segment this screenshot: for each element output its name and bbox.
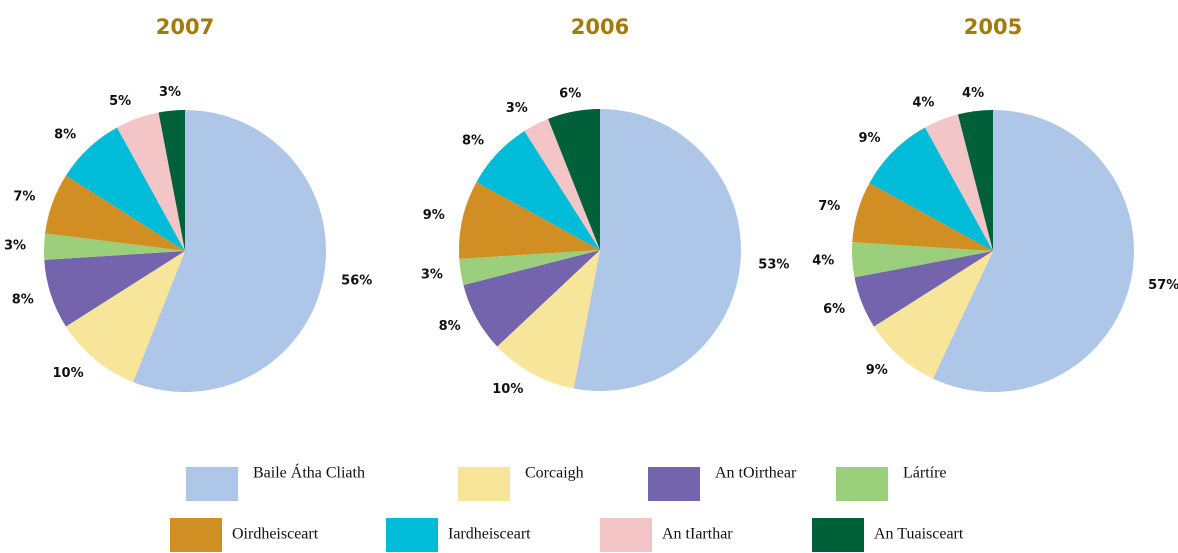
slice-label: 4% [812,253,834,268]
pie-slice [476,130,600,250]
pie-slice [854,251,993,327]
slice-label: 57% [1148,278,1178,293]
slice-label: 4% [962,86,984,101]
legend-swatch [648,467,700,501]
pie-slice [548,109,600,250]
pie-slice [459,250,600,286]
pie-slice [873,251,993,379]
legend-swatch [170,518,222,552]
slice-label: 8% [439,319,461,334]
pie-slice [851,242,993,278]
slice-label: 9% [866,363,888,378]
chart-title: 2005 [964,15,1022,39]
legend-swatch [386,518,438,552]
legend-swatch [600,518,652,552]
slice-label: 7% [818,199,840,214]
slice-label: 5% [109,94,131,109]
pie-slice [117,112,185,251]
legend-swatch [458,467,510,501]
legend-swatch [186,467,238,501]
pie-slice [133,110,326,393]
legend-label: An tOirthear [715,465,797,482]
pie-slice [459,182,600,259]
pie-slice [497,250,600,389]
pie-slice [158,110,185,251]
chart-title: 2006 [571,15,629,39]
legend-label: An tIarthar [662,526,733,543]
slice-label: 3% [421,267,443,282]
pie-slice [925,114,993,251]
pie-slice [45,175,185,251]
pie-slice [932,110,1134,392]
pie-slice [65,127,185,251]
slice-label: 9% [423,208,445,223]
pie-slice [44,233,186,260]
slice-label: 8% [462,134,484,149]
legend-label: Oirdheisceart [232,526,319,543]
legend-label: Baile Átha Cliath [253,463,365,482]
legend-label: An Tuaisceart [874,526,964,543]
slice-label: 53% [758,257,789,272]
slice-label: 10% [492,382,523,397]
slice-label: 9% [858,131,880,146]
slice-label: 8% [12,293,34,308]
legend-label: Corcaigh [525,465,584,482]
slice-label: 6% [559,86,581,101]
slice-label: 4% [912,96,934,111]
chart-title: 2007 [156,15,214,39]
legend-label: Iardheisceart [448,526,531,543]
pie-slice [44,251,186,327]
pie-slice [852,183,993,251]
slice-label: 10% [53,366,84,381]
legend-swatch [836,467,888,501]
slice-label: 6% [823,302,845,317]
legend-label: Lártíre [903,465,947,482]
pie-slice [65,251,185,383]
slice-label: 56% [341,273,372,288]
legend-swatch [812,518,864,552]
slice-label: 3% [4,239,26,254]
slice-label: 8% [54,128,76,143]
slice-label: 3% [506,101,528,116]
pie-slice [869,127,993,251]
pie-slice [524,118,600,250]
pie-slice [573,109,742,391]
slice-label: 3% [159,85,181,100]
slice-label: 7% [13,190,35,205]
pie-slice [463,250,600,347]
pie-slice [957,110,993,251]
